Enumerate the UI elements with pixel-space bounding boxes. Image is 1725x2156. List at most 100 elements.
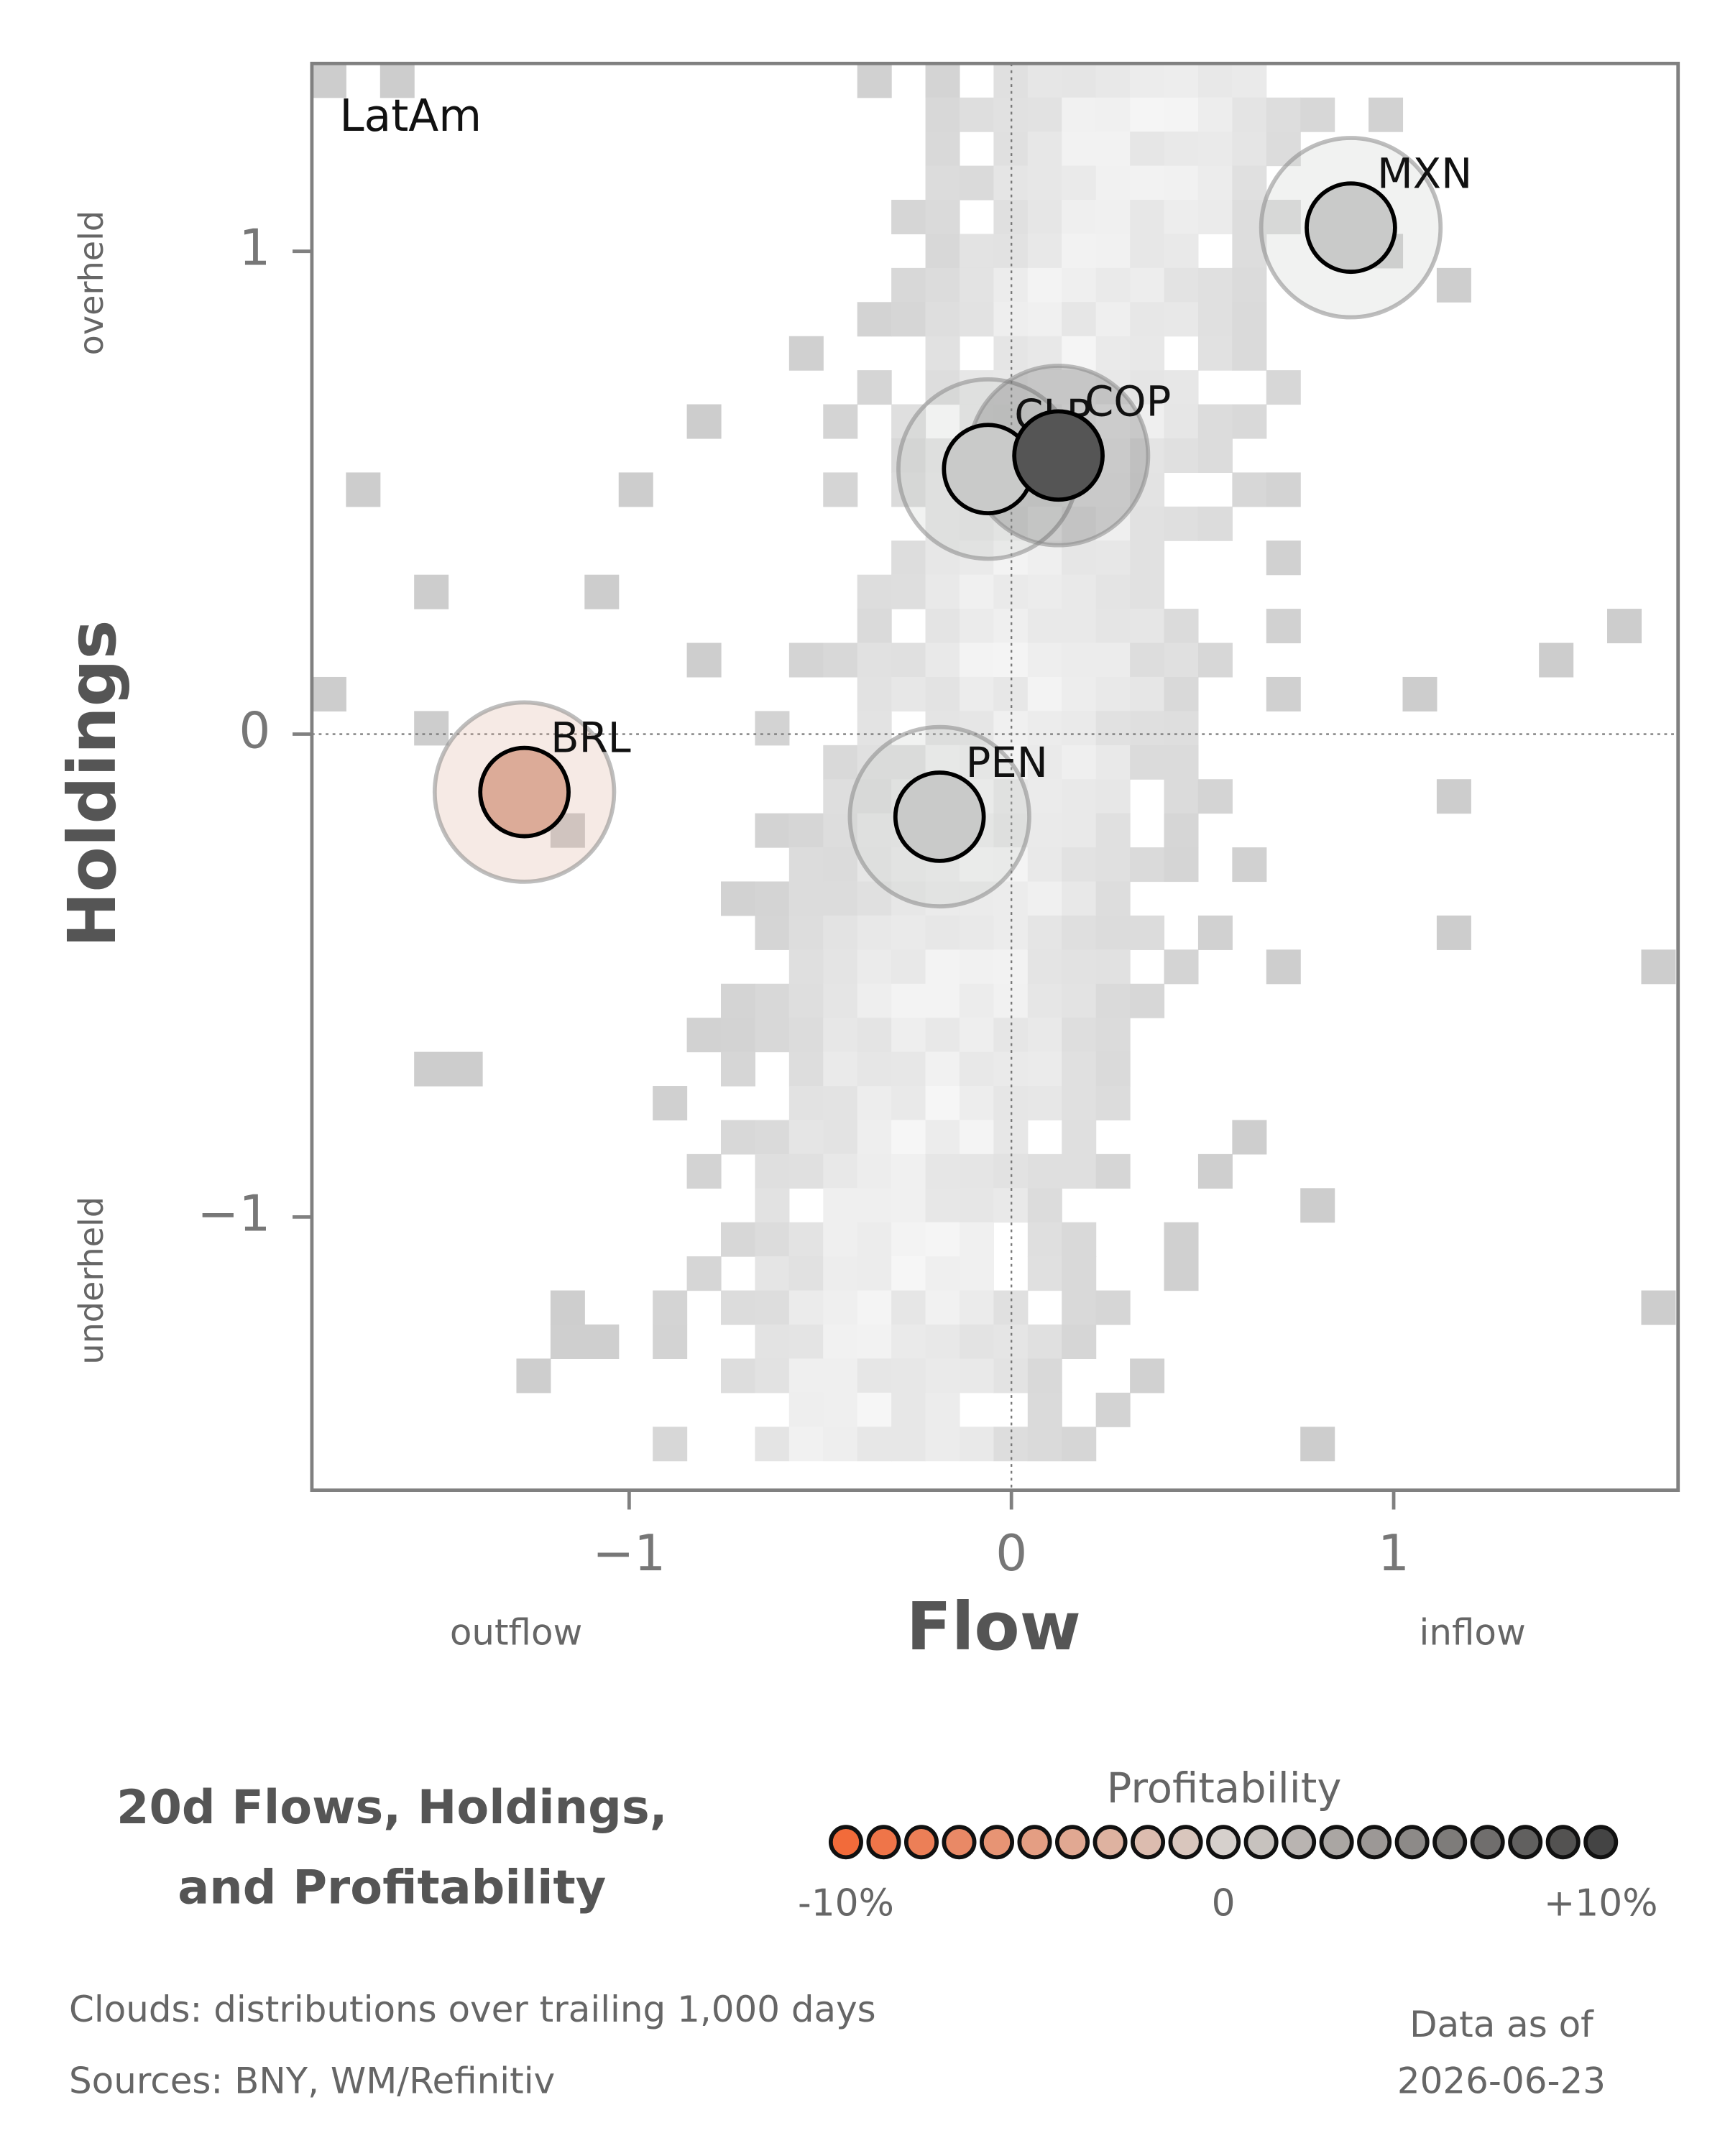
cloud-cell (755, 1018, 790, 1053)
cloud-cell (925, 949, 960, 985)
cloud-cell (823, 1222, 858, 1257)
cloud-cell (1266, 676, 1301, 711)
cloud-cell (1027, 745, 1062, 780)
cloud-cell (1095, 1051, 1131, 1087)
cloud-cell (925, 1018, 960, 1053)
cloud-cell (1027, 779, 1062, 814)
x-tick-label: 0 (995, 1525, 1027, 1583)
cloud-cell (1062, 1222, 1097, 1257)
cloud-cell (788, 1290, 824, 1325)
y-axis-label: Holdings (53, 620, 131, 948)
colorbar-title: Profitability (1107, 1764, 1342, 1812)
cloud-cell (1130, 370, 1165, 405)
cloud-cell (1027, 1392, 1062, 1427)
cloud-cell (1062, 609, 1097, 644)
cloud-cell (1095, 642, 1131, 678)
cloud-cell (857, 1051, 892, 1087)
cloud (311, 63, 1676, 1462)
cloud-cell (823, 881, 858, 916)
cloud-cell (823, 745, 858, 780)
cloud-cell (1164, 302, 1199, 337)
cloud-cell (755, 1153, 790, 1189)
colorbar-tick-label: +10% (1544, 1882, 1658, 1925)
cloud-cell (925, 200, 960, 235)
cloud-cell (1062, 1256, 1097, 1291)
cloud-cell (1095, 745, 1131, 780)
panel-label: LatAm (339, 91, 482, 142)
cloud-cell (959, 302, 994, 337)
cloud-cell (1164, 745, 1199, 780)
cloud-cell (857, 711, 892, 746)
cloud-cell (857, 915, 892, 950)
cloud-cell (1130, 915, 1165, 950)
cloud-cell (1130, 336, 1165, 371)
cloud-cell (823, 1427, 858, 1462)
cloud-cell (823, 1358, 858, 1393)
cloud-cell (925, 63, 960, 98)
cloud-cell (755, 983, 790, 1018)
cloud-cell (686, 1153, 722, 1189)
cloud-cell (1130, 132, 1165, 167)
cloud-cell (311, 63, 346, 98)
cloud-cell (959, 574, 994, 609)
cloud-cell (755, 1358, 790, 1393)
cloud-cell (1062, 983, 1097, 1018)
cloud-cell (1027, 676, 1062, 711)
cloud-cell (1095, 267, 1131, 303)
cloud-cell (1027, 1358, 1062, 1393)
cloud-cell (823, 949, 858, 985)
cloud-cell (857, 1427, 892, 1462)
cloud-cell (1095, 779, 1131, 814)
cloud-cell (925, 983, 960, 1018)
cloud-cell (1232, 847, 1267, 883)
cloud-cell (1197, 642, 1233, 678)
cloud-cell (1095, 847, 1131, 883)
cloud-cell (1641, 949, 1676, 985)
cloud-cell (1027, 1153, 1062, 1189)
cloud-cell (653, 1427, 688, 1462)
cloud-cell (891, 642, 926, 678)
cloud-cell (1027, 1051, 1062, 1087)
cloud-cell (959, 609, 994, 644)
cloud-cell (653, 1290, 688, 1325)
cloud-cell (414, 1051, 449, 1087)
cloud-cell (925, 97, 960, 132)
cloud-cell (823, 1120, 858, 1155)
cloud-cell (1130, 745, 1165, 780)
cloud-cell (1062, 63, 1097, 98)
point-label: MXN (1377, 149, 1472, 198)
cloud-cell (1197, 336, 1233, 371)
cloud-cell (1197, 506, 1233, 541)
cloud-cell (959, 267, 994, 303)
cloud-cell (857, 609, 892, 644)
cloud-cell (823, 1188, 858, 1223)
cloud-cell (1266, 370, 1301, 405)
cloud-cell (1164, 813, 1199, 848)
asof: 2026-06-23 (1397, 2060, 1606, 2102)
cloud-cell (823, 847, 858, 883)
cloud-cell (1130, 642, 1165, 678)
cloud-cell (755, 915, 790, 950)
cloud-cell (1300, 1188, 1335, 1223)
cloud-cell (1062, 302, 1097, 337)
colorbar-swatch (1092, 1825, 1128, 1860)
cloud-cell (346, 472, 381, 507)
cloud-cell (1095, 302, 1131, 337)
cloud-cell (721, 1290, 756, 1325)
cloud-cell (1368, 97, 1404, 132)
cloud-cell (1130, 574, 1165, 609)
cloud-cell (1266, 132, 1301, 167)
colorbar-swatch (1243, 1825, 1279, 1860)
cloud-cell (1164, 370, 1199, 405)
cloud-cell (1095, 983, 1131, 1018)
cloud-cell (1164, 779, 1199, 814)
cloud-cell (1164, 506, 1199, 541)
cloud-cell (891, 745, 926, 780)
cloud-cell (1027, 711, 1062, 746)
cloud-cell (993, 1086, 1029, 1121)
cloud-cell (891, 1051, 926, 1087)
cloud-cell (721, 1051, 756, 1087)
cloud-cell (1027, 200, 1062, 235)
colorbar-swatch (1357, 1825, 1392, 1860)
cloud-cell (550, 1290, 585, 1325)
